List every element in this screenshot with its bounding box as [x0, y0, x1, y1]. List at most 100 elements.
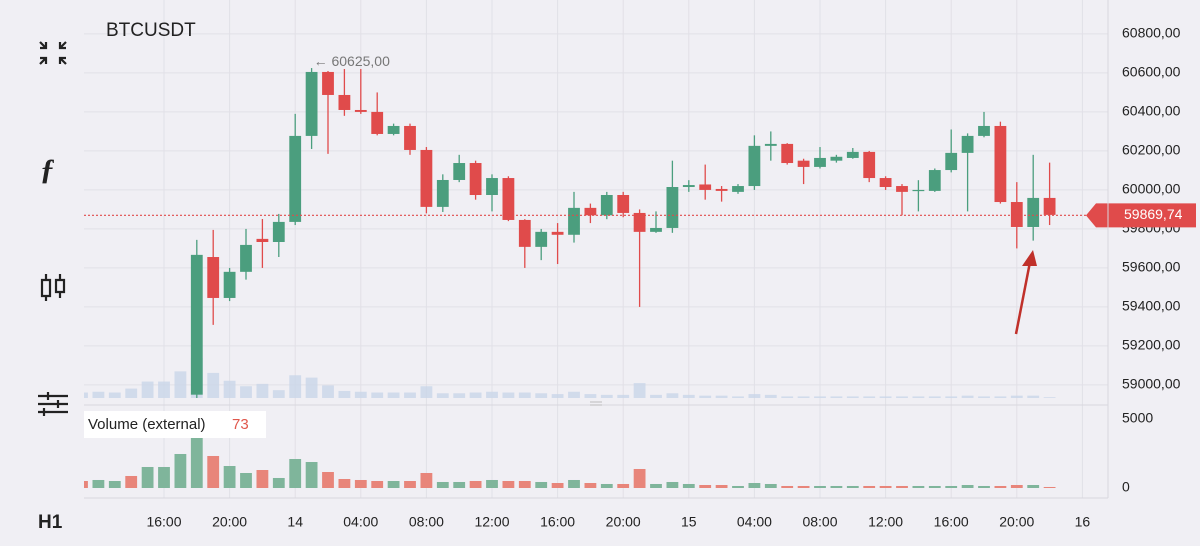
volume-overlay-bar [305, 377, 318, 398]
volume-overlay-bar [617, 394, 630, 398]
volume-overlay-bar [289, 375, 302, 398]
volume-bar [600, 483, 613, 488]
volume-bar [322, 472, 334, 488]
candle-body [650, 227, 662, 232]
volume-bar [92, 479, 105, 488]
volume-overlay-bar [174, 371, 187, 398]
volume-bar [879, 485, 892, 488]
volume-overlay-bar [125, 388, 138, 398]
y-tick-label: 60200,00 [1122, 142, 1181, 158]
volume-bar [961, 485, 974, 488]
volume-overlay-bar [879, 396, 892, 398]
high-marker-label: ← 60625,00 [314, 53, 390, 69]
volume-overlay-bar [928, 396, 941, 398]
arrow-head [1022, 250, 1037, 266]
candle-body [814, 157, 826, 167]
candle-body [486, 178, 498, 196]
volume-bar [732, 485, 744, 488]
volume-bar [699, 485, 712, 488]
candle-body [387, 125, 400, 134]
volume-bar [190, 436, 203, 488]
candle-body [617, 195, 630, 213]
candle-body [305, 71, 318, 136]
volume-overlay-bar [240, 386, 252, 398]
indicator-icon[interactable]: ƒ [40, 153, 55, 186]
volume-overlay-bar [551, 394, 564, 398]
volume-overlay-bar [650, 394, 662, 398]
volume-overlay-bar [814, 396, 826, 398]
volume-overlay-bar [961, 395, 974, 398]
legend-name: Volume (external) [88, 416, 206, 433]
candle-body [797, 160, 810, 167]
volume-overlay-bar [1043, 397, 1056, 398]
candle-body [404, 125, 416, 150]
y-tick-label: 60800,00 [1122, 25, 1181, 41]
candle-body [846, 151, 859, 158]
x-tick-label: 16 [1075, 514, 1091, 530]
candle-type-icon[interactable] [40, 274, 66, 301]
volume-bar [896, 485, 908, 488]
volume-bar [256, 470, 269, 488]
volume-overlay-bar [584, 394, 597, 398]
x-tick-label: 20:00 [999, 514, 1034, 530]
volume-overlay-bar [207, 372, 220, 398]
volume-bar [240, 472, 252, 488]
volume-overlay-bar [420, 386, 433, 398]
candle-body [207, 257, 220, 298]
volume-overlay-bar [978, 396, 990, 398]
arrow-annotation [1014, 250, 1037, 335]
volume-bar [814, 485, 826, 488]
settings-icon-knobs[interactable] [42, 392, 60, 416]
candle-body [551, 231, 564, 235]
y-tick-label: 60600,00 [1122, 64, 1181, 80]
interval-label[interactable]: H1 [38, 512, 63, 533]
candle-body [502, 178, 515, 220]
volume-overlay-bar [830, 396, 843, 398]
volume-bar [764, 483, 777, 488]
volume-bar [289, 459, 302, 488]
volume-bar [568, 479, 580, 488]
volume-overlay-bar [84, 392, 88, 398]
candle-body [256, 238, 269, 242]
volume-overlay-bar [108, 392, 121, 398]
volume-bar [125, 475, 138, 488]
candle-body [830, 156, 843, 161]
candle-body [863, 151, 876, 179]
y-tick-label: 60000,00 [1122, 181, 1181, 197]
volume-overlay-bar [846, 396, 859, 398]
labels: 59000,0059200,0059400,0059600,0059800,00… [84, 25, 1196, 530]
x-tick-label: 14 [287, 514, 303, 530]
volume-overlay-bar [338, 390, 351, 398]
volume-overlay-bar [600, 394, 613, 398]
volume-overlay-bar [469, 392, 482, 398]
x-tick-label: 12:00 [868, 514, 903, 530]
volume-bar [633, 468, 646, 488]
volume-overlay-bar [797, 396, 810, 398]
candle-body [699, 184, 712, 190]
fullscreen-icon[interactable] [39, 41, 67, 65]
candle-body [584, 207, 597, 216]
volume-bar [502, 480, 515, 488]
volume-bar [305, 461, 318, 488]
volume-overlay-bar [666, 393, 679, 398]
volume-bar [207, 455, 220, 488]
candle-body [1010, 202, 1023, 227]
volume-bar [518, 480, 531, 488]
volume-bar [354, 479, 367, 488]
volume-bar [436, 481, 449, 488]
volume-bar [797, 485, 810, 488]
candle-body [961, 135, 974, 153]
volume-overlay-bar [92, 391, 105, 398]
volume-overlay-bar [732, 396, 744, 398]
volume-bar [84, 480, 88, 488]
volume-bar [141, 466, 154, 488]
candle-body [289, 135, 302, 222]
volume-bar [994, 485, 1007, 488]
candle-body [978, 125, 990, 136]
candle-body [223, 271, 236, 298]
x-tick-label: 16:00 [146, 514, 181, 530]
candle-body [190, 254, 203, 395]
volume-bar [486, 479, 498, 488]
candle-body [1027, 197, 1040, 227]
volume-overlay-bar [502, 392, 515, 398]
